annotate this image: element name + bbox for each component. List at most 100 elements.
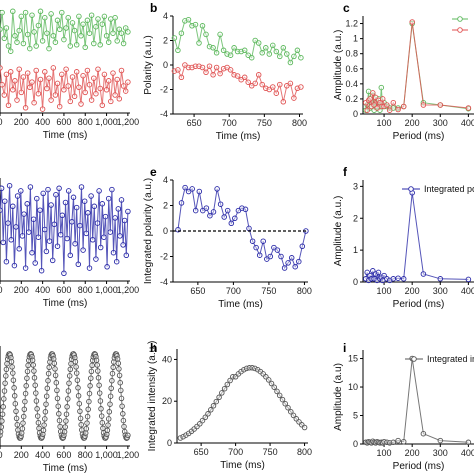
- data-point: [86, 390, 93, 397]
- data-point: [370, 90, 376, 96]
- data-point: [10, 370, 16, 376]
- data-point: [73, 69, 80, 75]
- data-point: [175, 47, 181, 54]
- plot-area: [0, 8, 131, 112]
- data-point: [263, 45, 269, 51]
- data-point: [264, 256, 270, 262]
- data-point: [2, 198, 8, 204]
- data-point: [220, 47, 227, 54]
- x-tick-label: 650: [190, 286, 205, 296]
- x-tick-label: 750: [263, 447, 278, 457]
- data-point: [115, 206, 122, 212]
- data-point: [93, 23, 99, 30]
- data-point: [86, 398, 92, 405]
- data-point: [420, 102, 427, 108]
- data-point: [117, 233, 123, 239]
- data-point: [267, 253, 274, 260]
- data-point: [22, 390, 29, 397]
- data-point: [20, 420, 26, 426]
- data-point: [270, 42, 276, 49]
- data-point: [86, 81, 93, 88]
- y-tick-label: 4: [163, 175, 168, 185]
- data-point: [61, 36, 67, 43]
- data-point: [255, 40, 262, 46]
- data-point: [27, 45, 33, 52]
- x-tick-label: 700: [228, 447, 243, 457]
- data-point: [100, 425, 106, 432]
- data-point: [35, 22, 42, 29]
- x-axis-label: Time (ms): [43, 298, 88, 309]
- data-point: [35, 90, 42, 97]
- data-point: [121, 217, 128, 224]
- data-point: [65, 14, 71, 21]
- y-tick-label: 0.6: [345, 64, 358, 74]
- data-point: [71, 27, 78, 34]
- data-point: [81, 198, 88, 204]
- plot-area: [173, 184, 309, 271]
- data-point: [395, 106, 401, 113]
- data-point: [104, 427, 111, 434]
- data-point: [227, 52, 234, 58]
- x-tick-label: 100: [377, 118, 392, 128]
- data-point: [73, 364, 79, 370]
- data-point: [54, 387, 60, 394]
- data-point: [75, 261, 82, 268]
- data-point: [88, 12, 95, 18]
- data-point: [91, 75, 97, 81]
- legend: [452, 16, 468, 33]
- data-point: [290, 412, 297, 419]
- data-point: [32, 382, 38, 388]
- data-point: [110, 30, 116, 36]
- data-point: [54, 17, 61, 24]
- data-point: [42, 409, 49, 415]
- x-tick-label: 200: [405, 118, 420, 128]
- data-point: [279, 396, 286, 403]
- data-point: [16, 66, 22, 72]
- series-line-green: [0, 11, 129, 52]
- data-point: [210, 72, 216, 78]
- data-point: [260, 238, 266, 244]
- data-point: [11, 393, 18, 399]
- data-point: [3, 71, 10, 78]
- data-point: [288, 408, 294, 415]
- data-point: [1, 35, 8, 42]
- plot-area: [177, 365, 308, 441]
- x-tick-label: 200: [14, 285, 29, 295]
- data-point: [202, 414, 209, 421]
- data-point: [44, 385, 51, 392]
- data-point: [107, 229, 114, 235]
- data-point: [62, 424, 68, 430]
- data-point: [287, 59, 294, 66]
- data-point: [120, 417, 127, 424]
- data-point: [177, 435, 184, 441]
- data-point: [395, 275, 401, 281]
- data-point: [120, 242, 126, 248]
- data-point: [292, 263, 298, 270]
- y-tick-label: -2: [160, 85, 168, 95]
- data-point: [400, 276, 407, 282]
- y-axis-label: Polarity (a.u.): [143, 35, 154, 94]
- data-point: [78, 101, 84, 107]
- data-point: [102, 213, 109, 220]
- data-point: [14, 193, 21, 199]
- data-point: [108, 385, 114, 392]
- data-point: [59, 9, 65, 16]
- data-point: [35, 419, 42, 426]
- x-tick-label: 1,000: [95, 285, 118, 295]
- data-point: [0, 404, 6, 410]
- data-point: [13, 408, 19, 415]
- data-point: [106, 409, 113, 415]
- data-point: [88, 193, 94, 199]
- y-tick-label: 0.2: [345, 94, 358, 104]
- data-point: [0, 424, 5, 430]
- data-point: [91, 203, 98, 210]
- data-point: [219, 390, 225, 396]
- data-point: [22, 265, 29, 271]
- panel-label: e: [150, 165, 157, 179]
- data-point: [120, 40, 127, 47]
- data-point: [196, 188, 203, 195]
- data-point: [24, 368, 31, 375]
- data-point: [94, 362, 100, 368]
- data-point: [277, 81, 283, 88]
- x-tick-label: 1,200: [117, 117, 140, 127]
